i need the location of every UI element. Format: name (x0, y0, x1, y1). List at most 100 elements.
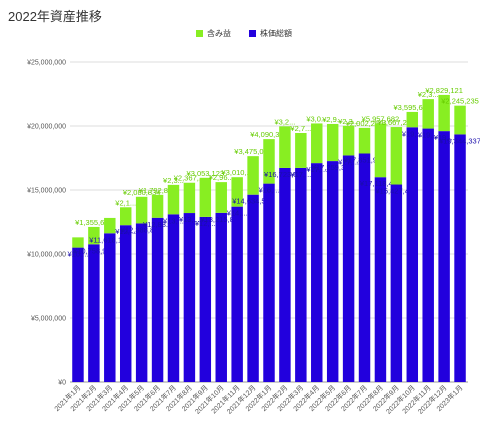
data-label-gain: ¥2,367,... (174, 174, 205, 183)
bar-unrealized-gain (104, 217, 116, 234)
data-label-gain: ¥2,1... (115, 198, 136, 207)
bar-stock-value (422, 128, 434, 382)
data-label-stock: ¥12,83... (143, 220, 172, 229)
bar-unrealized-gain (326, 123, 339, 162)
data-label-gain: ¥2,3... (418, 90, 439, 99)
bar-stock-value (167, 214, 180, 382)
y-tick-label: ¥0 (58, 380, 66, 387)
bar-unrealized-gain (183, 182, 196, 214)
bar-unrealized-gain (390, 127, 403, 185)
chart-title: 2022年資産推移 (8, 9, 102, 24)
data-label-stock: ¥19,... (418, 131, 439, 140)
data-label-stock: ¥12,388,856 (121, 225, 163, 234)
bar-unrealized-gain (135, 196, 148, 224)
data-label-stock: ¥12,... (195, 219, 216, 228)
bar-unrealized-gain (406, 111, 419, 128)
data-label-gain: ¥4,090,337 (250, 130, 288, 139)
bar-stock-value (263, 183, 275, 382)
legend-swatch (196, 30, 203, 37)
bar-unrealized-gain (119, 207, 132, 226)
legend-label: 株価総額 (260, 28, 292, 38)
y-tick-label: ¥25,000,000 (27, 60, 66, 67)
data-label-gain: ¥3,053,123 (187, 169, 225, 178)
bar-unrealized-gain (438, 94, 450, 132)
data-label-stock: ¥17,... (338, 157, 359, 166)
data-label-stock: ¥10,... (68, 250, 89, 259)
bar-unrealized-gain (311, 123, 323, 164)
bar-stock-value (215, 212, 227, 382)
data-label-gain: ¥2,9... (322, 115, 343, 124)
data-label-stock: ¥13,... (163, 216, 184, 225)
data-label-stock: ¥16,... (259, 186, 280, 195)
data-label-gain: ¥2,7... (290, 124, 311, 133)
data-label-gain: ¥2,96... (209, 173, 234, 182)
data-label-gain: ¥2,245,235 (441, 97, 479, 106)
data-label-gain: ¥2,080,834 (123, 188, 161, 197)
bar-unrealized-gain (215, 182, 227, 213)
bar-unrealized-gain (422, 99, 434, 129)
bar-stock-value (183, 213, 196, 382)
bar-stock-value (199, 216, 212, 382)
bar-unrealized-gain (454, 105, 466, 135)
bar-unrealized-gain (72, 237, 84, 248)
data-label-gain: ¥2,829,121 (425, 86, 463, 95)
data-label-stock: ¥14,... (227, 209, 248, 218)
bar-stock-value (295, 167, 307, 382)
bar-unrealized-gain (295, 132, 307, 168)
data-label-stock: ¥17,851,960 (344, 155, 386, 164)
y-tick-label: ¥5,000,000 (31, 316, 66, 323)
data-label-stock: ¥11,618,190 (89, 235, 130, 244)
legend-label: 含み益 (207, 28, 231, 38)
bar-unrealized-gain (167, 184, 180, 215)
data-label-stock: ¥10,758,937 (73, 246, 115, 255)
data-label-gain: ¥1,792,829 (139, 186, 177, 195)
bar-stock-value (231, 206, 243, 382)
data-label-gain: ¥3,2... (274, 117, 295, 126)
data-label-stock: ¥15,427,440 (376, 187, 418, 196)
data-label-stock: ¥17,... (290, 170, 311, 179)
y-tick-label: ¥20,000,000 (27, 124, 66, 131)
bar-stock-value (438, 131, 450, 382)
legend-swatch (249, 30, 256, 37)
bar-stock-value (374, 177, 387, 382)
data-label-stock: ¥19,... (434, 133, 455, 142)
data-label-stock: ¥12,... (115, 227, 136, 236)
bar-unrealized-gain (358, 127, 371, 154)
data-label-gain: ¥2,3... (163, 176, 184, 185)
data-label-stock: ¥16,723,684 (264, 170, 306, 179)
y-tick-label: ¥10,000,000 (27, 252, 66, 259)
bar-stock-value (406, 127, 419, 382)
bar-stock-value (119, 225, 132, 382)
data-label-gain: ¥3,0... (306, 114, 327, 123)
data-label-stock: ¥14,634,566 (232, 197, 274, 206)
bar-unrealized-gain (88, 226, 100, 245)
bar-stock-value (358, 153, 371, 382)
bar-unrealized-gain (374, 123, 387, 178)
data-label-stock: ¥17,259,382 (312, 163, 354, 172)
bar-unrealized-gain (151, 194, 164, 218)
data-label-stock: ¥19,... (402, 129, 423, 138)
data-label-gain: ¥3,595,627 (394, 103, 432, 112)
bar-unrealized-gain (231, 177, 243, 207)
bar-stock-value (454, 134, 466, 382)
data-label-gain: ¥2,002,250 (346, 119, 384, 128)
data-label-stock: ¥13,215,884 (200, 215, 242, 224)
data-label-stock: ¥17,... (306, 165, 327, 174)
bar-stock-value (135, 223, 148, 382)
data-label-gain: ¥3,475,063 (234, 147, 272, 156)
data-label-stock: ¥19,344,337 (439, 136, 480, 145)
bar-stock-value (390, 184, 403, 382)
bar-stock-value (247, 194, 259, 382)
bar-unrealized-gain (279, 126, 291, 168)
bar-unrealized-gain (199, 177, 212, 217)
data-label-gain: ¥1,355,616 (75, 218, 113, 227)
bar-stock-value (342, 155, 355, 382)
bar-stock-value (279, 167, 291, 382)
y-tick-label: ¥15,000,000 (27, 188, 66, 195)
bar-stock-value (311, 163, 323, 382)
bar-stock-value (72, 247, 84, 382)
data-label-gain: ¥5,957,682 (362, 114, 400, 123)
bar-stock-value (151, 217, 164, 382)
data-label-gain: ¥3,010,... (222, 168, 253, 177)
